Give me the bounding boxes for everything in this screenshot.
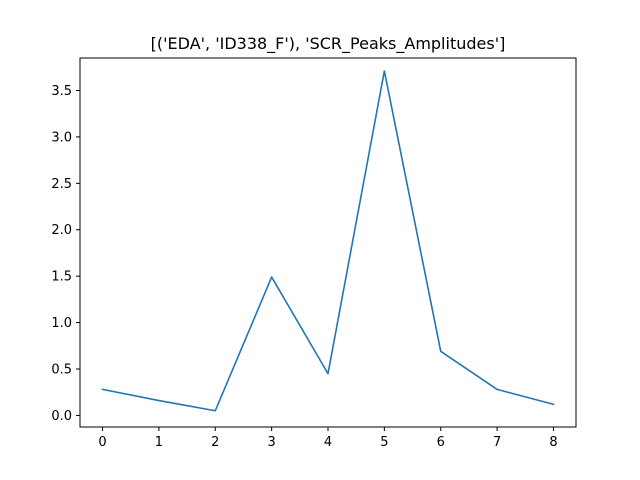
series-line-0 [101, 70, 555, 412]
y-tick-label: 1.5 [51, 270, 72, 285]
x-axis: 0 1 2 3 4 5 6 7 8 [98, 427, 558, 450]
plot-frame [79, 57, 577, 428]
series-layer [101, 70, 555, 412]
x-tick-label: 4 [324, 435, 332, 450]
x-tick-label: 1 [155, 435, 163, 450]
y-tick-label: 3.5 [51, 84, 72, 99]
y-tick-label: 0.0 [51, 409, 72, 424]
x-tick-label: 8 [549, 435, 557, 450]
y-tick-label: 3.0 [51, 130, 72, 145]
y-tick-label: 0.5 [51, 362, 72, 377]
x-tick-label: 0 [98, 435, 106, 450]
x-tick-label: 5 [380, 435, 388, 450]
x-tick-label: 7 [493, 435, 501, 450]
x-tick-label: 2 [211, 435, 219, 450]
chart-title: [('EDA', 'ID338_F'), 'SCR_Peaks_Amplitud… [151, 34, 506, 54]
y-axis: 0.0 0.5 1.0 1.5 2.0 2.5 3.0 3.5 [51, 84, 80, 424]
y-tick-label: 2.0 [51, 223, 72, 238]
x-tick-label: 6 [437, 435, 445, 450]
x-tick-label: 3 [267, 435, 275, 450]
y-tick-label: 1.0 [51, 316, 72, 331]
y-tick-label: 2.5 [51, 177, 72, 192]
